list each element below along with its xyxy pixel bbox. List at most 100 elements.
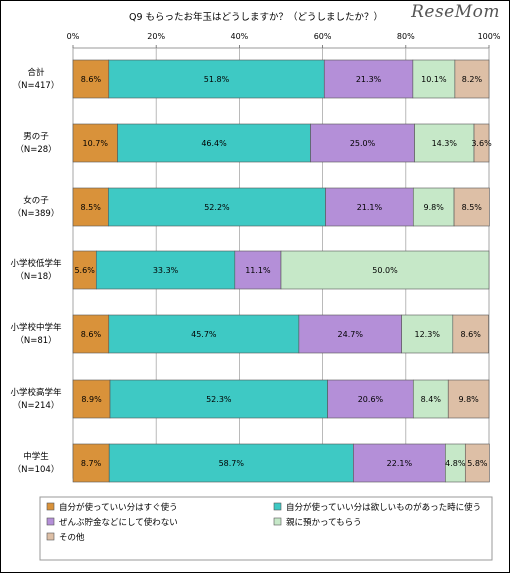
bar-segment	[108, 187, 326, 227]
legend-label: 自分が使っていい分は欲しいものがあった時に使う	[286, 502, 481, 513]
data-label: 52.2%	[204, 203, 230, 212]
bar-segment	[109, 379, 328, 419]
bar-segment	[117, 123, 311, 163]
data-label: 12.3%	[415, 330, 441, 339]
data-label: 10.7%	[83, 139, 109, 148]
legend-label: 親に預かってもらう	[286, 517, 362, 528]
data-label: 46.4%	[201, 139, 227, 148]
data-label: 24.7%	[338, 330, 364, 339]
bar-segment	[298, 314, 402, 354]
bar-segment	[473, 123, 490, 163]
data-label: 14.3%	[432, 139, 458, 148]
data-label: 8.2%	[462, 75, 483, 84]
x-tick-label: 100%	[478, 32, 501, 41]
category-count-label: （N=28）	[15, 144, 56, 155]
category-count-label: （N=104）	[13, 464, 60, 475]
chart-title: Q9 もらったお年玉はどうしますか？（どうしましたか？）	[129, 11, 383, 23]
x-tick-label: 0%	[67, 32, 80, 41]
legend-swatch	[46, 532, 55, 541]
data-label: 8.9%	[81, 395, 102, 404]
bar-segment	[72, 379, 111, 419]
x-tick-label: 40%	[231, 32, 249, 41]
category-label: 小学校中学年	[10, 322, 62, 333]
category-label: 女の子	[23, 195, 49, 206]
bar-segment	[310, 123, 415, 163]
bar-segment	[108, 314, 300, 354]
bar-segment	[72, 123, 118, 163]
data-label: 8.4%	[421, 395, 442, 404]
bar-segment	[452, 314, 489, 354]
legend-box	[39, 496, 493, 561]
data-label: 21.1%	[357, 203, 383, 212]
data-label: 51.8%	[204, 75, 230, 84]
bar-segment	[72, 443, 110, 483]
resemom-logo: ReseMom	[411, 2, 500, 22]
data-label: 25.0%	[350, 139, 376, 148]
legend-swatch	[273, 502, 282, 511]
category-label: 中学生	[23, 451, 49, 462]
category-label: 小学校高学年	[10, 387, 62, 398]
x-tick-label: 80%	[397, 32, 415, 41]
category-label: 合計	[27, 67, 45, 78]
bar-segment	[234, 250, 282, 290]
data-label: 22.1%	[387, 459, 413, 468]
bar-segment	[95, 250, 236, 290]
data-label: 33.3%	[153, 266, 179, 275]
bar-segment	[464, 443, 490, 483]
data-label: 9.8%	[424, 203, 445, 212]
data-label: 11.1%	[245, 266, 271, 275]
bar-segment	[412, 379, 449, 419]
bar-segment	[453, 187, 490, 227]
bar-segment	[414, 123, 475, 163]
x-tick-label: 60%	[314, 32, 332, 41]
bar-segment	[412, 187, 455, 227]
bar-segment	[325, 187, 414, 227]
bar-segment	[72, 59, 110, 99]
x-tick-label: 20%	[147, 32, 165, 41]
bar-segment	[323, 59, 414, 99]
category-count-label: （N=417）	[13, 80, 60, 91]
legend-label: その他	[59, 532, 85, 543]
legend-label: 自分が使っていい分はすぐ使う	[59, 502, 178, 513]
bar-segment	[280, 250, 490, 290]
data-label: 8.6%	[461, 330, 482, 339]
bar-segment	[327, 379, 414, 419]
data-label: 52.3%	[206, 395, 232, 404]
data-label: 5.8%	[467, 459, 488, 468]
legend-swatch	[273, 517, 282, 526]
data-label: 8.6%	[81, 330, 102, 339]
bar-segment	[72, 314, 110, 354]
data-label: 10.1%	[421, 75, 447, 84]
data-label: 45.7%	[191, 330, 217, 339]
legend-swatch	[46, 502, 55, 511]
legend-swatch	[46, 517, 55, 526]
category-count-label: （N=81）	[15, 335, 56, 346]
bar-segment	[447, 379, 490, 419]
category-count-label: （N=214）	[13, 400, 60, 411]
bar-segment	[108, 59, 325, 99]
data-label: 5.6%	[74, 266, 95, 275]
bar-segment	[353, 443, 446, 483]
bar-segment	[454, 59, 490, 99]
data-label: 8.5%	[81, 203, 102, 212]
data-label: 4.8%	[445, 459, 466, 468]
data-label: 50.0%	[372, 266, 398, 275]
data-label: 21.3%	[356, 75, 382, 84]
category-count-label: （N=389）	[13, 208, 60, 219]
data-label: 9.8%	[458, 395, 479, 404]
category-label: 男の子	[23, 132, 49, 142]
data-label: 8.5%	[462, 203, 483, 212]
legend-label: ぜんぶ貯金などにして使わない	[59, 517, 178, 528]
category-label: 小学校低学年	[10, 258, 62, 269]
data-label: 8.7%	[81, 459, 102, 468]
data-label: 20.6%	[358, 395, 384, 404]
data-label: 58.7%	[219, 459, 245, 468]
data-label: 8.6%	[81, 75, 102, 84]
bar-segment	[72, 187, 109, 227]
data-label: 3.6%	[471, 139, 492, 148]
bar-segment	[412, 59, 456, 99]
category-count-label: （N=18）	[15, 271, 56, 282]
bar-segment	[401, 314, 454, 354]
